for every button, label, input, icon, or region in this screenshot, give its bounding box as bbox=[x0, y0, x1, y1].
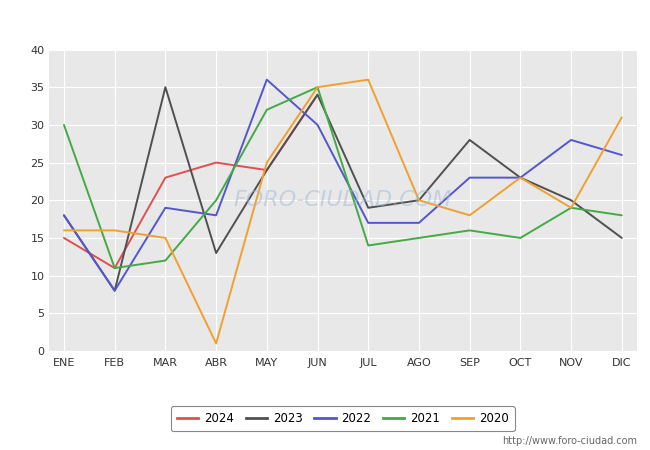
Legend: 2024, 2023, 2022, 2021, 2020: 2024, 2023, 2022, 2021, 2020 bbox=[171, 406, 515, 431]
Text: FORO-CIUDAD.COM: FORO-CIUDAD.COM bbox=[233, 190, 452, 210]
Text: http://www.foro-ciudad.com: http://www.foro-ciudad.com bbox=[502, 436, 637, 446]
Text: Matriculaciones de Vehiculos en Punta Umbría: Matriculaciones de Vehiculos en Punta Um… bbox=[139, 11, 511, 26]
